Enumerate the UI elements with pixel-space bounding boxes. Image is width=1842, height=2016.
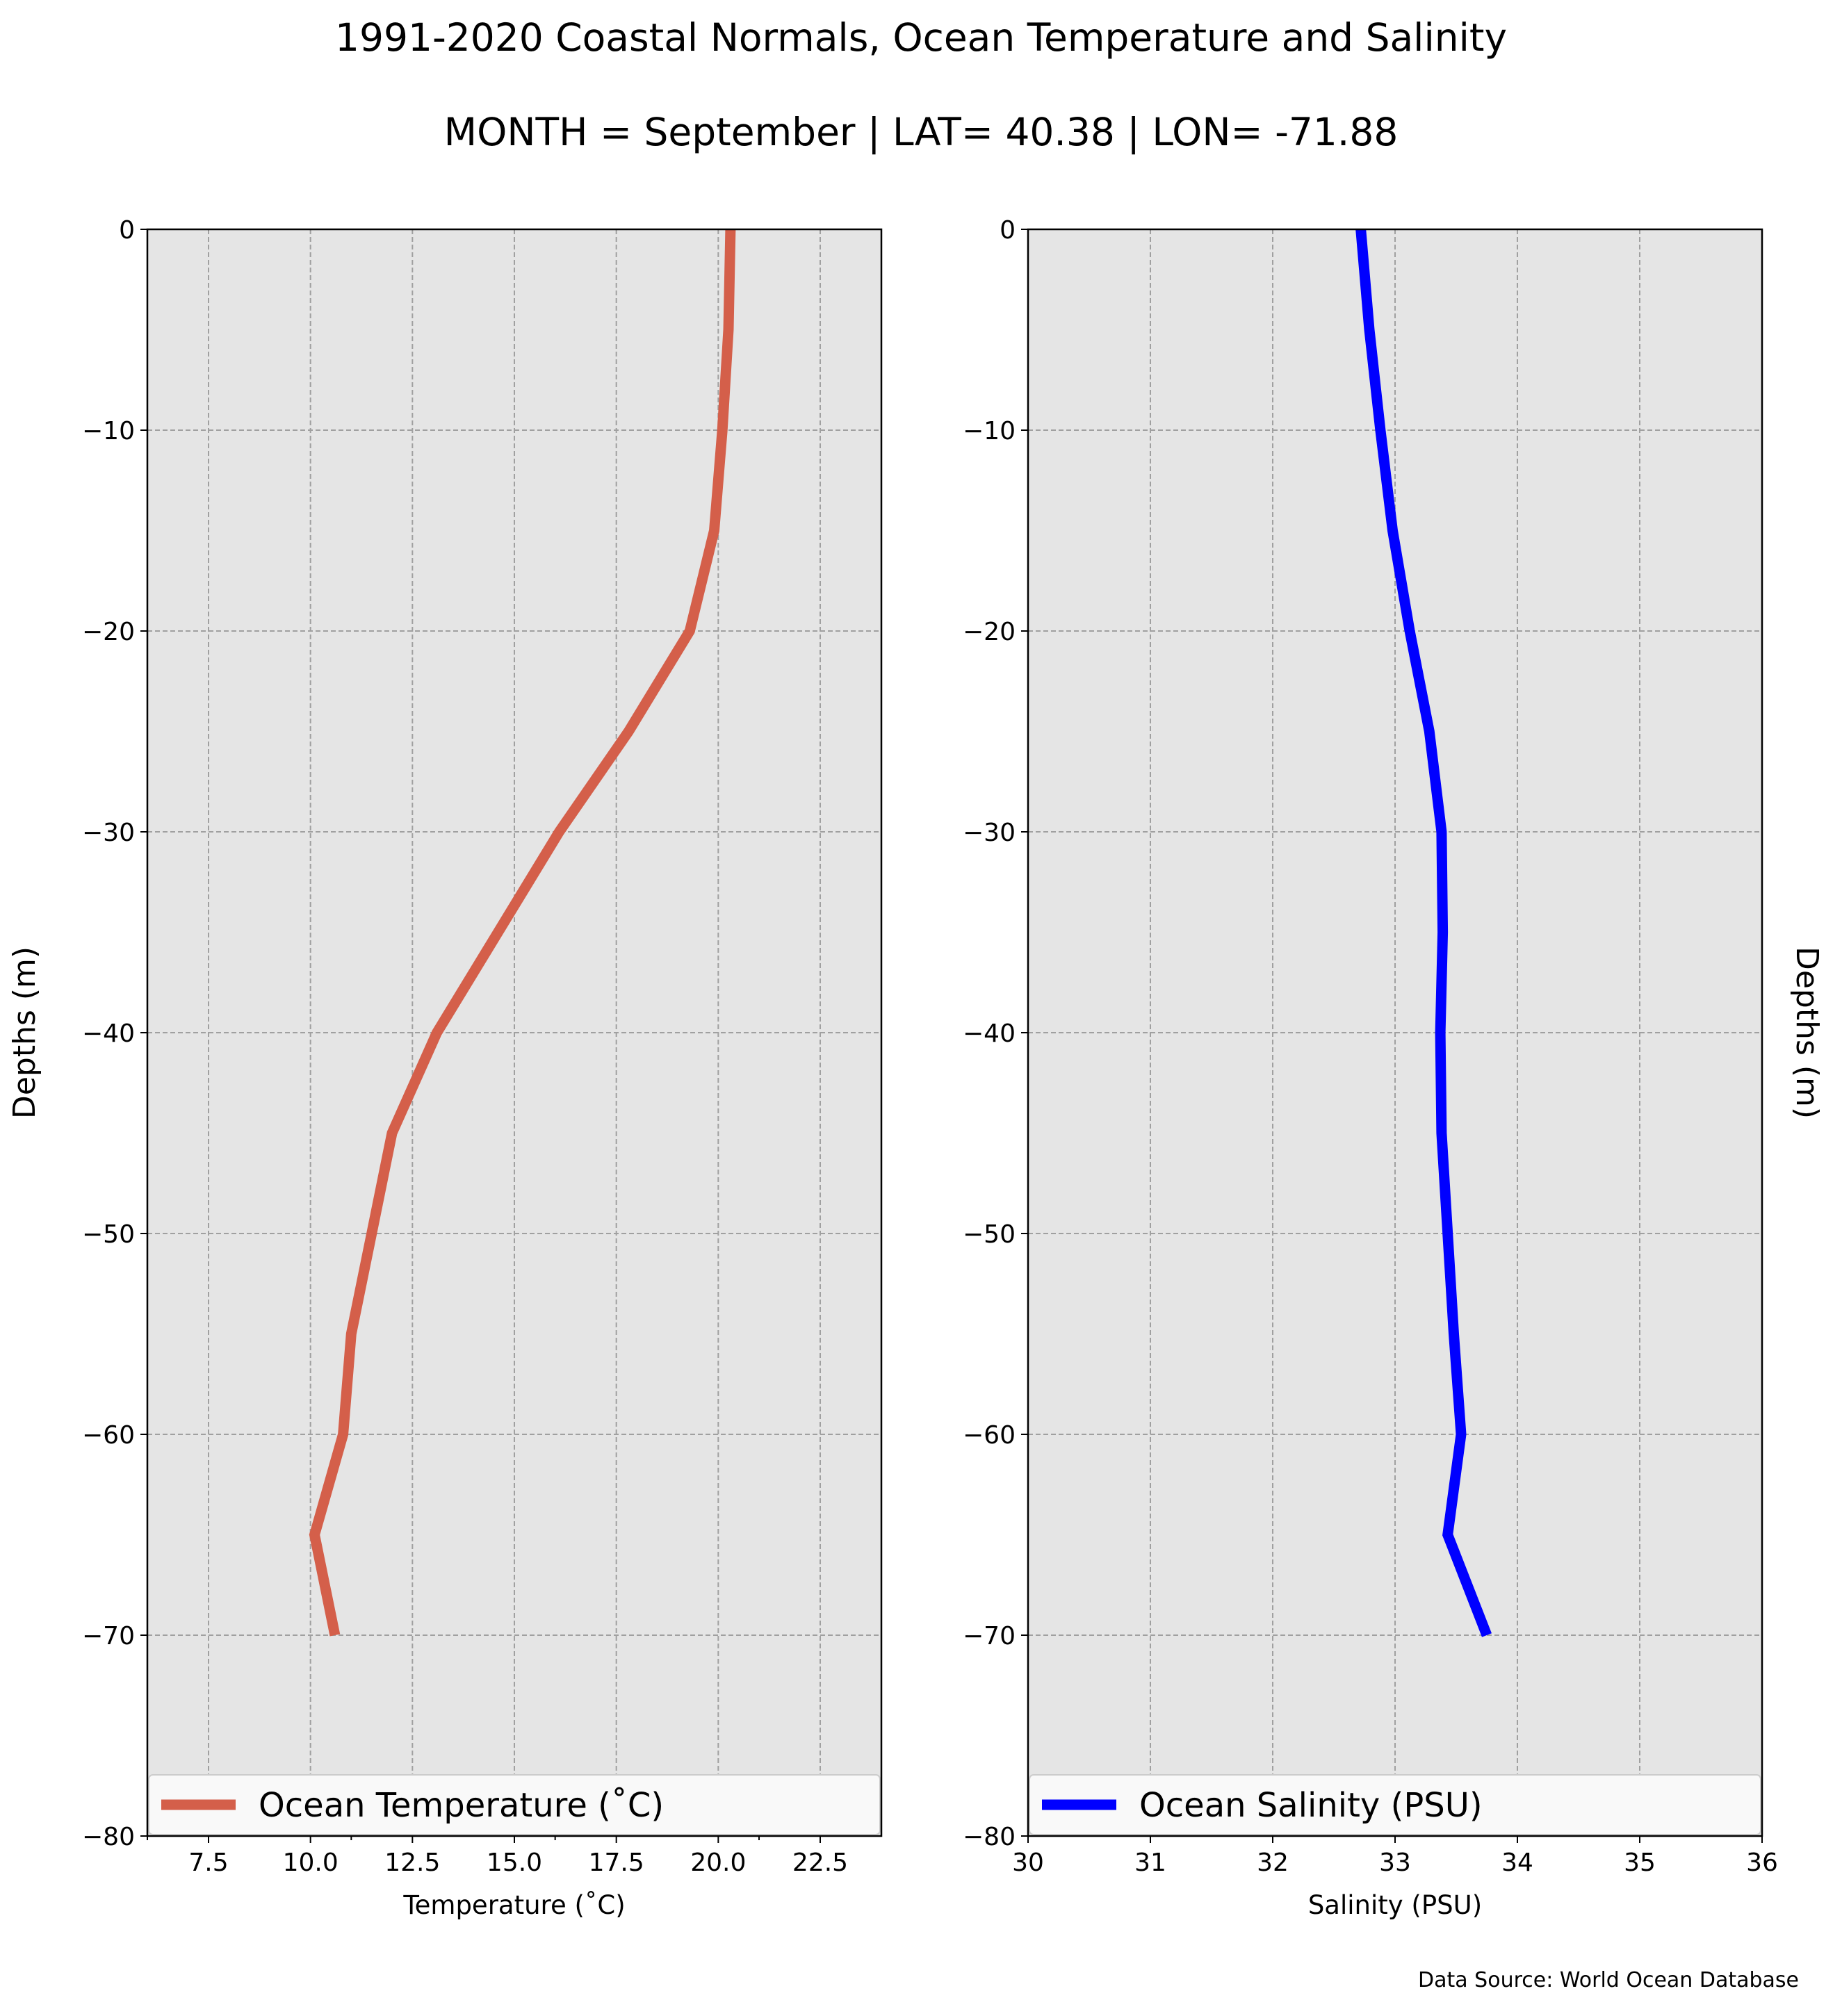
salinity-y-tick-label: −80 — [963, 1823, 1016, 1851]
salinity-x-tick-label: 34 — [1501, 1849, 1533, 1877]
temperature-y-tick-label: −40 — [82, 1019, 135, 1048]
temperature-x-tick-label: 15.0 — [487, 1849, 542, 1877]
salinity-y-tick-label: −60 — [963, 1421, 1016, 1450]
salinity-x-tick-label: 30 — [1012, 1849, 1044, 1877]
temperature-legend-box — [148, 1774, 881, 1835]
temperature-legend: Ocean Temperature (˚C) — [148, 1774, 881, 1835]
salinity-y-tick-label: −50 — [963, 1220, 1016, 1249]
temperature-x-axis-title: Temperature (˚C) — [402, 1890, 625, 1920]
temperature-y-tick-label: −70 — [82, 1622, 135, 1650]
salinity-y-tick-label: −10 — [963, 417, 1016, 445]
temperature-panel: Ocean Temperature (˚C) 7.5 10.0 12.5 15.0 17.… — [7, 216, 883, 1920]
temperature-y-tick-label: −20 — [82, 618, 135, 646]
salinity-legend-box — [1029, 1774, 1761, 1835]
temperature-y-tick-label: −50 — [82, 1220, 135, 1249]
salinity-y-tick-label: −30 — [963, 819, 1016, 847]
temperature-y-tick-label: −10 — [82, 417, 135, 445]
salinity-y-axis-title: Depths (m) — [1789, 946, 1825, 1119]
temperature-legend-label: Ocean Temperature (˚C) — [259, 1786, 664, 1825]
salinity-y-tick-label: −40 — [963, 1019, 1016, 1048]
temperature-x-tick-label: 20.0 — [690, 1849, 746, 1877]
salinity-panel: Ocean Salinity (PSU) 30 31 32 33 34 35 36 0 −10 −2… — [963, 216, 1825, 1920]
chart-subtitle: MONTH = September | LAT= 40.38 | LON= -7… — [443, 110, 1399, 154]
salinity-x-tick-label: 35 — [1624, 1849, 1656, 1877]
chart-title: 1991-2020 Coastal Normals, Ocean Tempera… — [334, 15, 1507, 60]
salinity-x-tick-label: 31 — [1134, 1849, 1166, 1877]
salinity-legend: Ocean Salinity (PSU) — [1029, 1774, 1761, 1835]
salinity-legend-label: Ocean Salinity (PSU) — [1139, 1786, 1483, 1825]
temperature-y-tick-label: −60 — [82, 1421, 135, 1450]
data-source-note: Data Source: World Ocean Database — [1418, 1968, 1799, 1992]
salinity-x-axis-title: Salinity (PSU) — [1308, 1890, 1482, 1920]
temperature-y-tick-label: 0 — [119, 216, 135, 245]
temperature-x-tick-label: 17.5 — [589, 1849, 644, 1877]
temperature-x-tick-label: 12.5 — [384, 1849, 440, 1877]
temperature-x-tick-label: 10.0 — [283, 1849, 339, 1877]
temperature-y-tick-label: −30 — [82, 819, 135, 847]
temperature-x-tick-label: 7.5 — [188, 1849, 228, 1877]
salinity-x-tick-label: 33 — [1379, 1849, 1411, 1877]
salinity-x-tick-label: 36 — [1746, 1849, 1778, 1877]
salinity-y-tick-label: −20 — [963, 618, 1016, 646]
temperature-y-tick-label: −80 — [82, 1823, 135, 1851]
temperature-y-axis-title: Depths (m) — [7, 946, 42, 1119]
salinity-x-tick-label: 32 — [1257, 1849, 1289, 1877]
salinity-y-tick-label: 0 — [1000, 216, 1016, 245]
salinity-y-tick-label: −70 — [963, 1622, 1016, 1650]
temperature-x-tick-label: 22.5 — [792, 1849, 848, 1877]
